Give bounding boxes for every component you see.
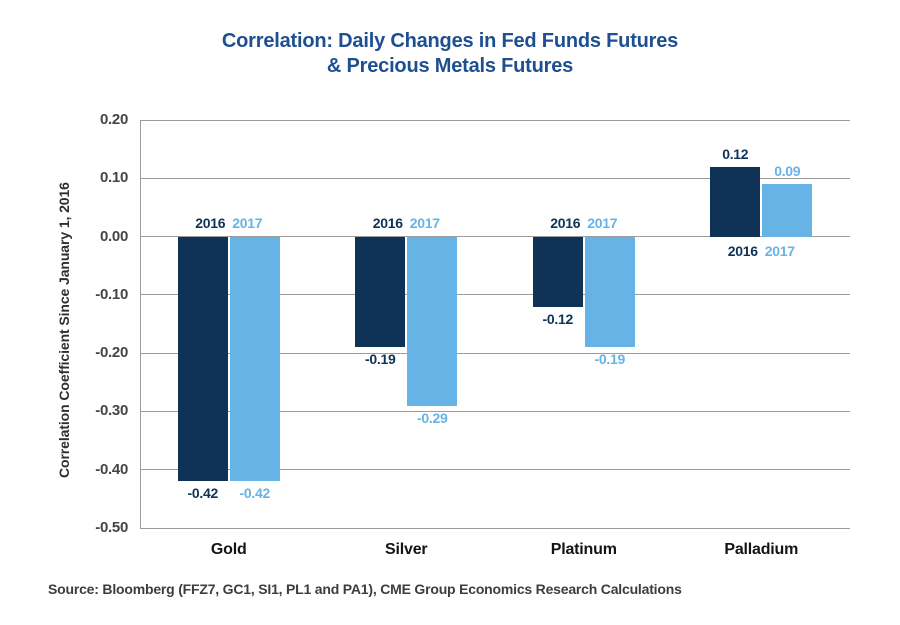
gridline xyxy=(140,469,850,471)
series-label-2016-palladium: 2016 xyxy=(727,242,758,259)
series-year-labels-platinum: 2016 2017 xyxy=(524,215,644,231)
category-label-silver: Silver xyxy=(385,541,428,558)
series-label-2017-silver: 2017 xyxy=(409,214,440,231)
value-label-2016-gold: -0.42 xyxy=(187,485,219,502)
gridline xyxy=(140,119,850,121)
y-axis-tick-label: 0.20 xyxy=(100,111,128,128)
bar-2017-palladium xyxy=(762,184,813,237)
series-label-2017-platinum: 2017 xyxy=(587,214,618,231)
series-label-2017-palladium: 2017 xyxy=(764,242,795,259)
bar-2016-palladium xyxy=(710,166,761,237)
y-axis-line xyxy=(140,120,141,528)
category-label-platinum: Platinum xyxy=(550,541,617,558)
bar-2017-gold xyxy=(229,236,280,482)
bar-2017-silver xyxy=(407,236,458,406)
y-axis-tick-label: -0.20 xyxy=(95,344,128,362)
value-label-2016-silver: -0.19 xyxy=(365,351,396,368)
bar-2017-platinum xyxy=(584,236,635,348)
series-year-labels-gold: 2016 2017 xyxy=(169,215,289,231)
category-label-palladium: Palladium xyxy=(724,541,799,558)
gridline xyxy=(140,177,850,179)
chart-title: Correlation: Daily Changes in Fed Funds … xyxy=(0,29,900,79)
bar-2016-gold xyxy=(177,236,228,482)
value-label-2016-platinum: -0.12 xyxy=(542,310,574,327)
y-axis-tick-label: 0.00 xyxy=(100,227,128,245)
series-label-2016-gold: 2016 xyxy=(195,214,226,231)
series-label-2016-platinum: 2016 xyxy=(550,214,581,231)
gridline xyxy=(140,527,850,529)
series-year-labels-silver: 2016 2017 xyxy=(346,215,466,231)
gridline xyxy=(140,236,850,238)
gridline xyxy=(140,410,850,412)
gridline xyxy=(140,352,850,354)
value-label-2017-platinum: -0.19 xyxy=(594,351,626,368)
y-axis-tick-label: -0.50 xyxy=(95,519,128,536)
y-axis-tick-label: -0.30 xyxy=(95,402,128,420)
gridline xyxy=(140,294,850,296)
bar-2016-platinum xyxy=(532,236,583,307)
chart-title-line-1: Correlation: Daily Changes in Fed Funds … xyxy=(221,30,679,52)
y-axis-tick-label: -0.10 xyxy=(95,285,128,303)
series-label-2016-silver: 2016 xyxy=(372,214,403,231)
bar-2016-silver xyxy=(355,236,406,348)
chart-title-line-2: & Precious Metals Futures xyxy=(326,55,574,77)
source-note: Source: Bloomberg (FFZ7, GC1, SI1, PL1 a… xyxy=(48,581,682,597)
series-label-2017-gold: 2017 xyxy=(232,214,263,231)
category-label-gold: Gold xyxy=(210,541,247,558)
value-label-2017-palladium: 0.09 xyxy=(774,163,801,180)
y-axis-tick-label: -0.40 xyxy=(95,460,128,478)
y-axis-tick-label: 0.10 xyxy=(100,169,128,187)
series-year-labels-palladium: 2016 2017 xyxy=(701,243,821,259)
value-label-2016-palladium: 0.12 xyxy=(722,145,749,162)
value-label-2017-gold: -0.42 xyxy=(239,485,271,502)
value-label-2017-silver: -0.29 xyxy=(417,409,448,426)
